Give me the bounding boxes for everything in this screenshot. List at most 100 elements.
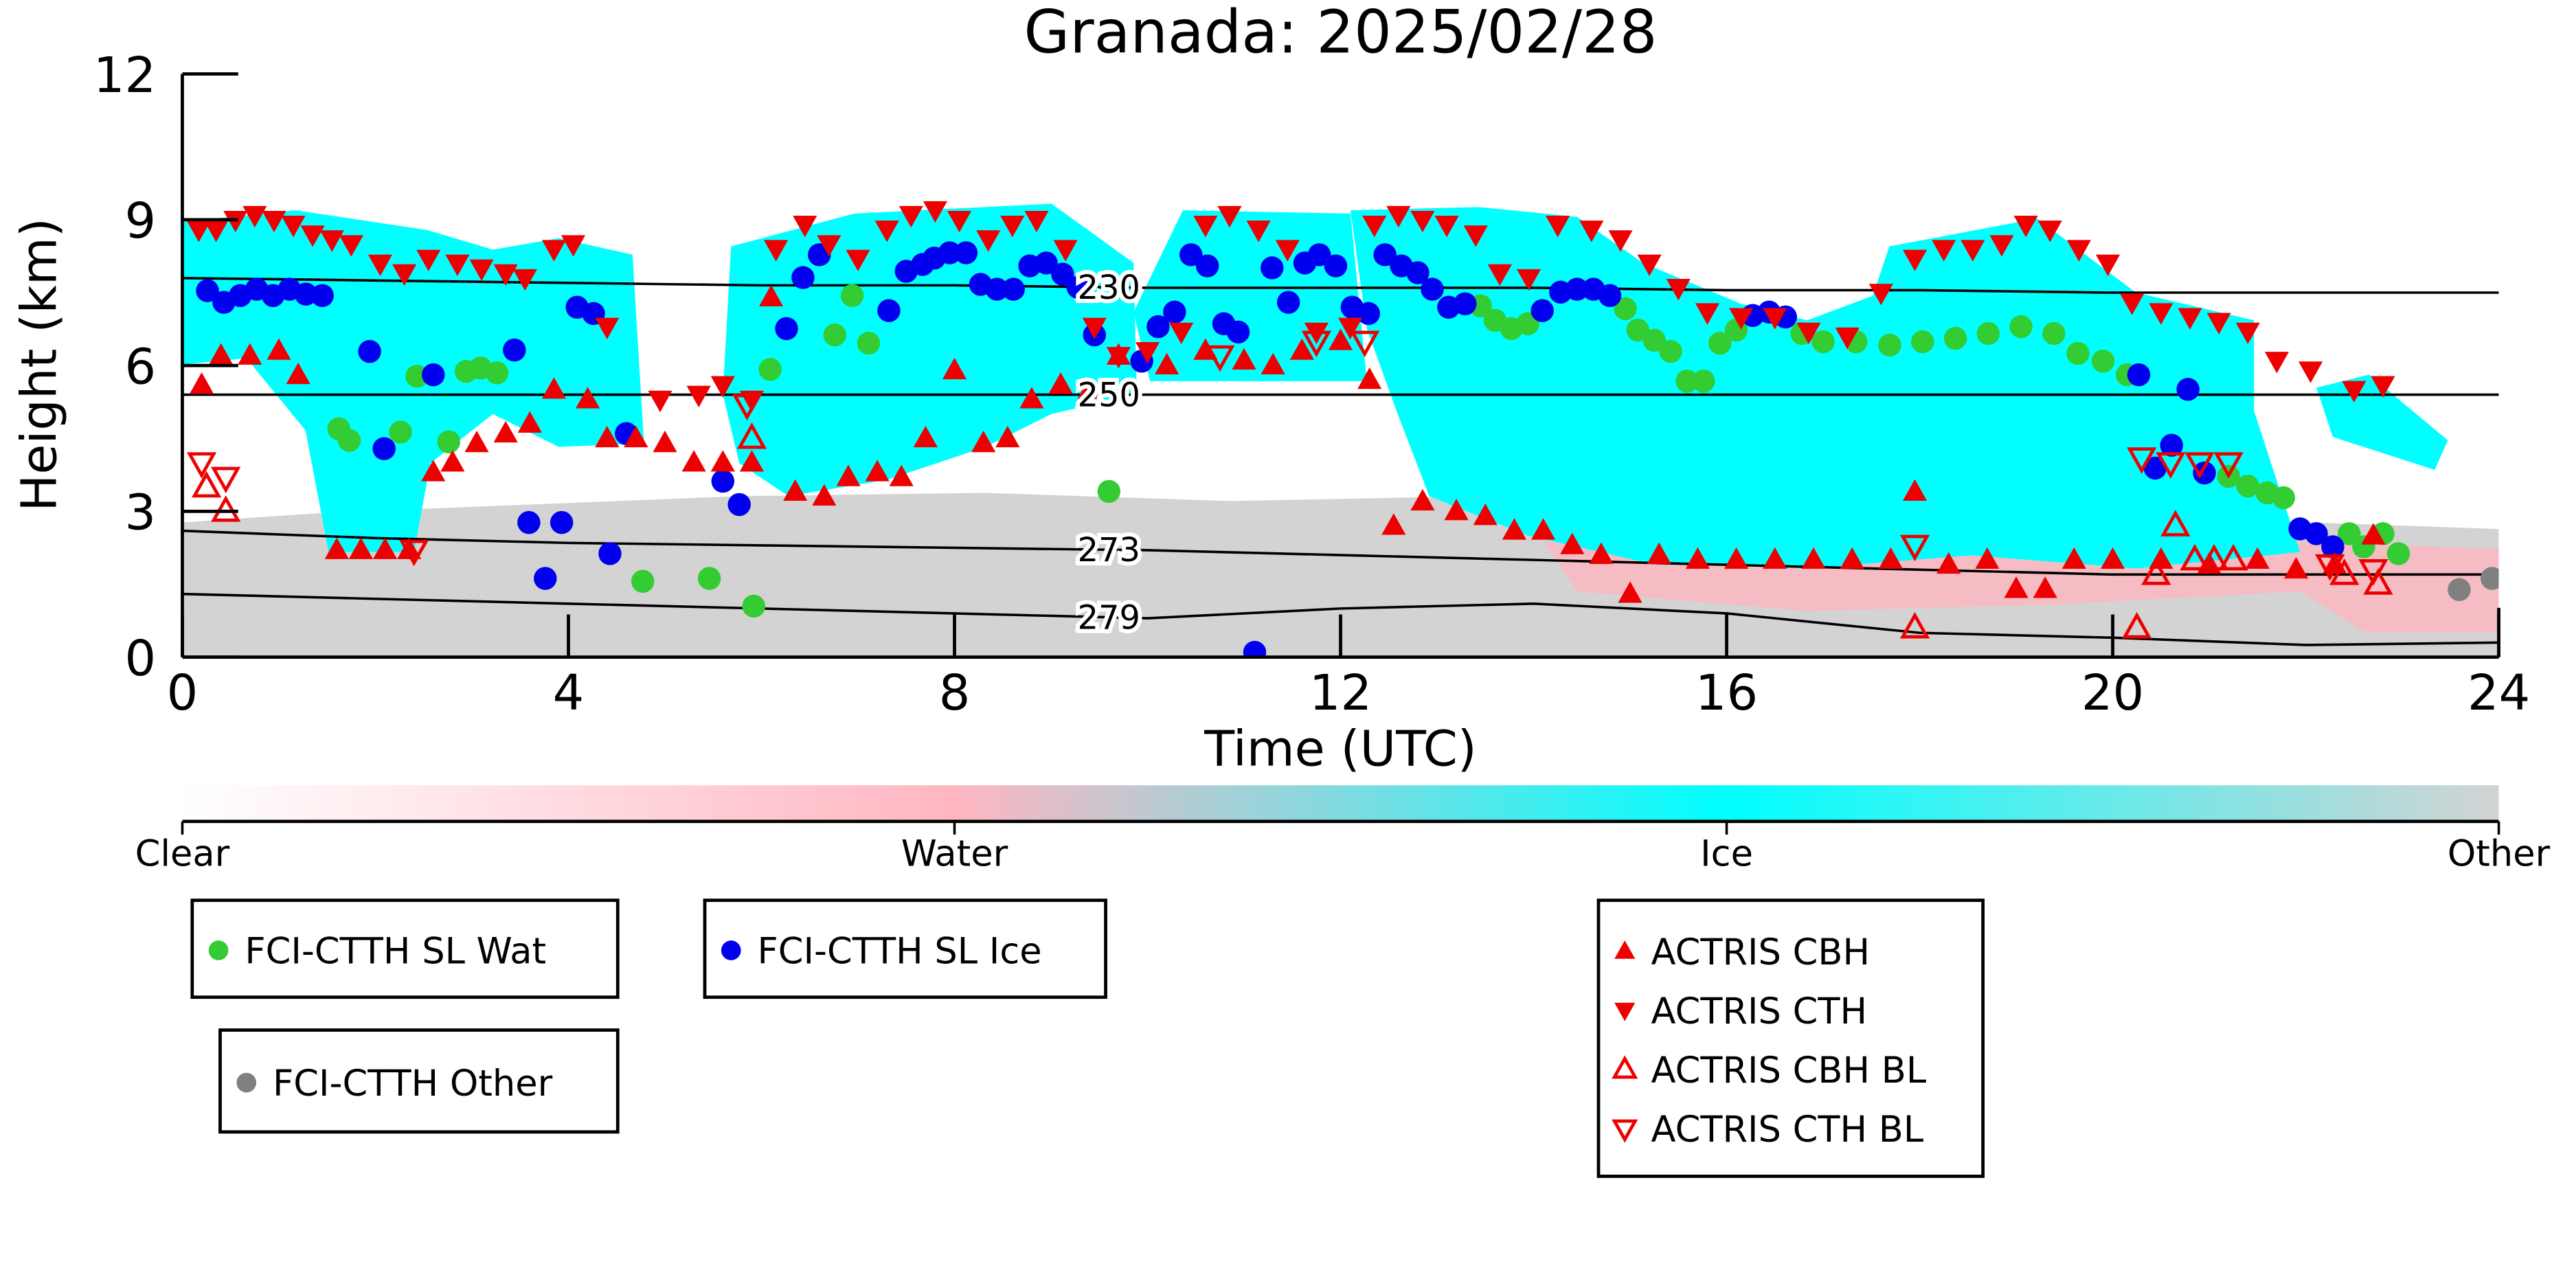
point: [517, 510, 541, 534]
y-tick-label: 0: [125, 629, 157, 687]
triangle-down: [2184, 452, 2215, 479]
point: [1675, 370, 1699, 393]
chart-title: Granada: 2025/02/28: [1024, 0, 1658, 67]
y-axis-label: Height (km): [10, 218, 67, 511]
colorbar-label: Other: [2448, 833, 2551, 874]
triangle-up: [421, 460, 446, 482]
point: [358, 339, 381, 363]
y-tick-label: 12: [93, 46, 156, 104]
point: [1642, 328, 1666, 352]
triangle-up: [238, 343, 262, 365]
triangle-down: [2037, 221, 2062, 242]
triangle-up: [372, 537, 398, 559]
triangle-down: [874, 221, 899, 242]
point: [598, 542, 622, 565]
triangle-up: [1724, 547, 1749, 569]
triangle-up: [2329, 558, 2360, 585]
triangle-down: [262, 210, 286, 233]
triangle-down: [1899, 534, 1930, 562]
point: [1179, 243, 1203, 267]
triangle-down: [1614, 1002, 1636, 1021]
triangle-down: [2298, 361, 2323, 383]
triangle-up: [517, 411, 542, 433]
triangle-down: [817, 235, 841, 257]
triangle-down: [648, 390, 673, 413]
triangle-up: [1899, 611, 1930, 639]
triangle-up: [1975, 547, 2000, 569]
x-tick-label: 4: [553, 664, 585, 721]
triangle-up: [971, 430, 996, 453]
triangle-down: [1362, 216, 1387, 238]
triangle-down: [2095, 254, 2121, 276]
legend-box: [703, 899, 1107, 999]
triangle-down: [1338, 317, 1363, 339]
triangle-up: [736, 422, 767, 449]
point: [550, 510, 574, 534]
triangle-down: [846, 249, 870, 271]
point: [840, 284, 864, 307]
triangle-up: [189, 372, 214, 394]
triangle-down: [242, 205, 267, 228]
triangle-down: [1989, 235, 2014, 257]
point: [1276, 291, 1300, 314]
legend-label: FCI-CTTH Other: [273, 1063, 553, 1105]
triangle-up: [1048, 372, 1073, 394]
triangle-up: [1410, 488, 1435, 511]
x-tick-label: 20: [2081, 664, 2144, 721]
point: [2448, 578, 2471, 602]
triangle-up: [440, 450, 465, 472]
triangle-up: [2361, 523, 2386, 545]
point: [1454, 292, 1477, 316]
point: [1195, 254, 1219, 278]
point: [485, 361, 509, 385]
point: [208, 940, 229, 960]
triangle-up: [681, 450, 706, 472]
triangle-up: [1357, 367, 1382, 389]
triangle-up: [1444, 498, 1469, 521]
triangle-down: [710, 376, 735, 398]
triangle-down: [1868, 284, 1893, 306]
triangle-up: [2004, 576, 2029, 598]
triangle-down: [561, 235, 586, 257]
triangle-up: [1840, 547, 1864, 569]
y-tick-label: 6: [125, 337, 157, 395]
triangle-up: [2033, 576, 2057, 598]
legend-label: FCI-CTTH SL Wat: [245, 931, 546, 973]
point: [503, 338, 526, 362]
point: [1163, 300, 1186, 324]
triangle-up: [1531, 518, 1556, 540]
triangle-down: [1205, 345, 1235, 372]
triangle-down: [686, 385, 711, 407]
point: [2091, 350, 2115, 373]
triangle-down: [1516, 269, 1541, 291]
legend-box: [1596, 899, 1985, 1178]
triangle-up: [1560, 532, 1585, 554]
point: [310, 284, 334, 307]
point: [697, 567, 721, 590]
point: [877, 299, 901, 322]
point: [1943, 326, 1967, 350]
triangle-up: [1878, 547, 1903, 569]
triangle-down: [1579, 221, 1604, 242]
triangle-down: [1434, 216, 1459, 238]
colorbar-label: Clear: [135, 833, 230, 874]
triangle-down: [2066, 240, 2091, 262]
point: [2236, 474, 2260, 498]
triangle-up: [889, 464, 914, 486]
point: [1976, 321, 2000, 346]
point: [985, 278, 1009, 301]
triangle-up: [1902, 479, 1928, 501]
ice-patch: [1133, 210, 1367, 381]
triangle-down: [1546, 216, 1570, 238]
plot-area: [182, 201, 2499, 657]
triangle-down: [595, 317, 620, 339]
triangle-up: [995, 425, 1020, 448]
triangle-down: [1082, 317, 1107, 339]
triangle-down: [281, 216, 306, 238]
isotherm-label: 230: [1078, 269, 1140, 307]
triangle-up: [1328, 328, 1353, 350]
triangle-up: [2199, 543, 2229, 571]
point: [2176, 378, 2200, 401]
triangle-up: [348, 537, 373, 559]
